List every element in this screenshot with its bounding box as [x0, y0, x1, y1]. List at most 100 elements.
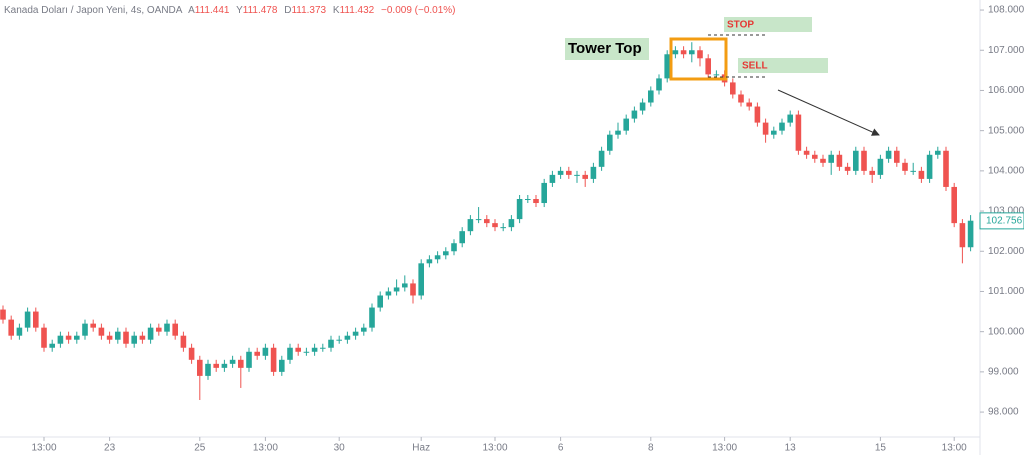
- candle-body: [836, 154, 843, 167]
- candle-body: [443, 251, 449, 256]
- candle-body: [287, 347, 293, 360]
- candle-body: [147, 327, 154, 340]
- candle-body: [361, 327, 367, 332]
- candle-body: [639, 102, 646, 111]
- y-tick-label: 102.000: [988, 246, 1024, 257]
- candle-body: [467, 219, 474, 232]
- candle-body: [574, 174, 580, 176]
- candle-body: [188, 347, 195, 360]
- sell-label-bg: [738, 58, 828, 73]
- y-tick-label: 104.000: [988, 166, 1024, 177]
- candle-body: [525, 199, 531, 201]
- symbol: Kanada Doları / Japon Yeni, 4s, OANDA: [4, 5, 183, 16]
- candle-body: [311, 347, 318, 352]
- candle-body: [656, 78, 662, 91]
- candle-body: [705, 58, 711, 75]
- sell-label: SELL: [742, 61, 768, 72]
- candle-body: [672, 50, 679, 55]
- pattern-label: Tower Top: [568, 40, 642, 57]
- candle-body: [533, 199, 539, 204]
- candle-body: [303, 351, 310, 353]
- candle-body: [90, 323, 96, 328]
- x-tick-label: 6: [558, 443, 564, 454]
- candle-body: [197, 359, 203, 376]
- candle-body: [344, 335, 351, 340]
- x-tick-label: 13:00: [31, 443, 56, 454]
- y-tick-label: 106.000: [988, 85, 1024, 96]
- candle-body: [689, 50, 695, 55]
- candle-body: [508, 219, 515, 228]
- candle-body: [492, 223, 498, 228]
- candle-body: [885, 150, 892, 159]
- candle-body: [713, 74, 720, 76]
- candle-body: [65, 335, 72, 340]
- candle-body: [115, 331, 121, 340]
- candle-body: [426, 259, 433, 264]
- candle-body: [943, 150, 949, 187]
- candle-body: [451, 243, 457, 252]
- candle-body: [762, 122, 769, 135]
- candle-body: [820, 158, 826, 163]
- candle-body: [902, 162, 908, 171]
- candle-body: [869, 170, 875, 175]
- x-tick-label: 13:00: [942, 443, 967, 454]
- x-tick-label: Haz: [412, 443, 430, 454]
- quote-key: A: [188, 5, 195, 16]
- x-tick-label: 13: [785, 443, 797, 454]
- candle-body: [549, 174, 556, 183]
- x-tick-label: 25: [194, 443, 206, 454]
- candle-body: [475, 219, 482, 221]
- header: Kanada Doları / Japon Yeni, 4s, OANDA A1…: [4, 5, 456, 16]
- pattern-box: [669, 37, 728, 81]
- candle-body: [582, 174, 588, 179]
- candle-body: [926, 154, 933, 179]
- candle-body: [238, 359, 244, 368]
- candle-body: [918, 170, 925, 179]
- candle-body: [459, 231, 465, 244]
- header-line: Kanada Doları / Japon Yeni, 4s, OANDA A1…: [4, 5, 456, 16]
- change: −0.009 (−0.01%): [381, 5, 456, 16]
- candle-body: [910, 170, 916, 172]
- candle-body: [787, 114, 793, 123]
- candle-body: [607, 134, 613, 151]
- x-tick-label: 23: [104, 443, 116, 454]
- candle-body: [484, 219, 490, 224]
- candle-body: [33, 311, 39, 328]
- candle-body: [270, 347, 277, 372]
- candle-body: [795, 114, 802, 151]
- candle-body: [0, 309, 6, 320]
- candle-body: [57, 335, 64, 344]
- candle-body: [74, 335, 80, 340]
- candle-body: [590, 166, 597, 179]
- candle-body: [516, 199, 523, 220]
- y-tick-label: 101.000: [988, 286, 1024, 297]
- y-tick-label: 99.000: [988, 367, 1019, 378]
- candle-body: [229, 359, 236, 364]
- candle-body: [935, 150, 941, 155]
- candle-body: [664, 54, 670, 79]
- stop-label-bg: [724, 17, 812, 32]
- candle-body: [295, 347, 301, 352]
- candle-body: [746, 102, 752, 107]
- candle-body: [500, 227, 506, 229]
- candle-body: [566, 170, 572, 175]
- last-price-box: [979, 212, 1024, 230]
- annotations: Tower Top STOP SELL: [565, 17, 880, 136]
- x-tick-label: 8: [648, 443, 654, 454]
- candle-body: [123, 331, 129, 344]
- candle-body: [369, 307, 375, 328]
- candle-body: [262, 347, 269, 356]
- candle-body: [402, 283, 408, 288]
- candle-body: [828, 154, 834, 163]
- quote-key: K: [333, 5, 340, 16]
- candle-body: [385, 291, 392, 296]
- candle-body: [180, 335, 187, 348]
- candle-body: [754, 106, 761, 123]
- candle-body: [246, 351, 252, 368]
- candle-body: [623, 118, 629, 131]
- candle-body: [730, 82, 736, 95]
- candle-body: [320, 347, 326, 349]
- candle-body: [106, 335, 113, 340]
- candle-body: [254, 351, 260, 356]
